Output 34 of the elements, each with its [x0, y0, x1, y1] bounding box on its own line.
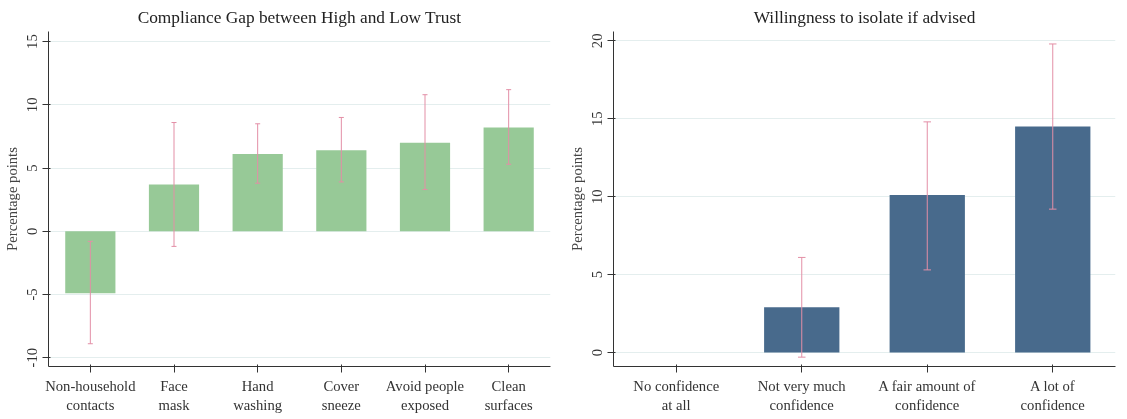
y-tick-label: 5: [589, 270, 606, 279]
y-tick-label: 15: [589, 111, 606, 127]
chart-title: Compliance Gap between High and Low Trust: [137, 7, 462, 27]
y-axis-title: Percentage points: [3, 146, 20, 251]
x-tick-label: A lot of confidence: [1020, 377, 1085, 413]
bar: [764, 307, 840, 353]
bar: [889, 195, 965, 353]
chart-title: Willingness to isolate if advised: [753, 7, 976, 27]
bar: [1015, 126, 1091, 353]
x-tick-label: Clean surfaces: [484, 377, 533, 413]
bar: [148, 184, 200, 232]
x-tick-label: Not very much confidence: [757, 377, 847, 413]
bar: [316, 150, 367, 232]
bar: [483, 127, 534, 232]
x-tick-label: No confidence at all: [633, 377, 720, 413]
y-tick-label: -5: [24, 288, 41, 301]
bar: [65, 231, 116, 294]
x-tick-label: A fair amount of confidence: [878, 377, 976, 413]
y-tick-label: 10: [589, 189, 606, 204]
y-tick-label: 15: [24, 34, 41, 49]
x-tick-label: Non-household contacts: [45, 377, 137, 413]
y-tick-label: 10: [24, 97, 41, 113]
x-tick-label: Face mask: [158, 377, 191, 413]
y-tick-label: 0: [589, 348, 606, 357]
x-tick-label: Hand washing: [233, 377, 283, 413]
bar: [232, 154, 283, 232]
x-tick-label: Avoid people exposed: [385, 377, 465, 413]
x-tick-label: Cover sneeze: [321, 377, 361, 413]
y-tick-label: 5: [24, 164, 41, 172]
y-tick-label: -10: [24, 347, 41, 368]
bar: [399, 142, 451, 232]
y-axis-title: Percentage points: [568, 146, 585, 251]
y-tick-label: 0: [24, 227, 41, 235]
y-tick-label: 20: [589, 33, 606, 49]
